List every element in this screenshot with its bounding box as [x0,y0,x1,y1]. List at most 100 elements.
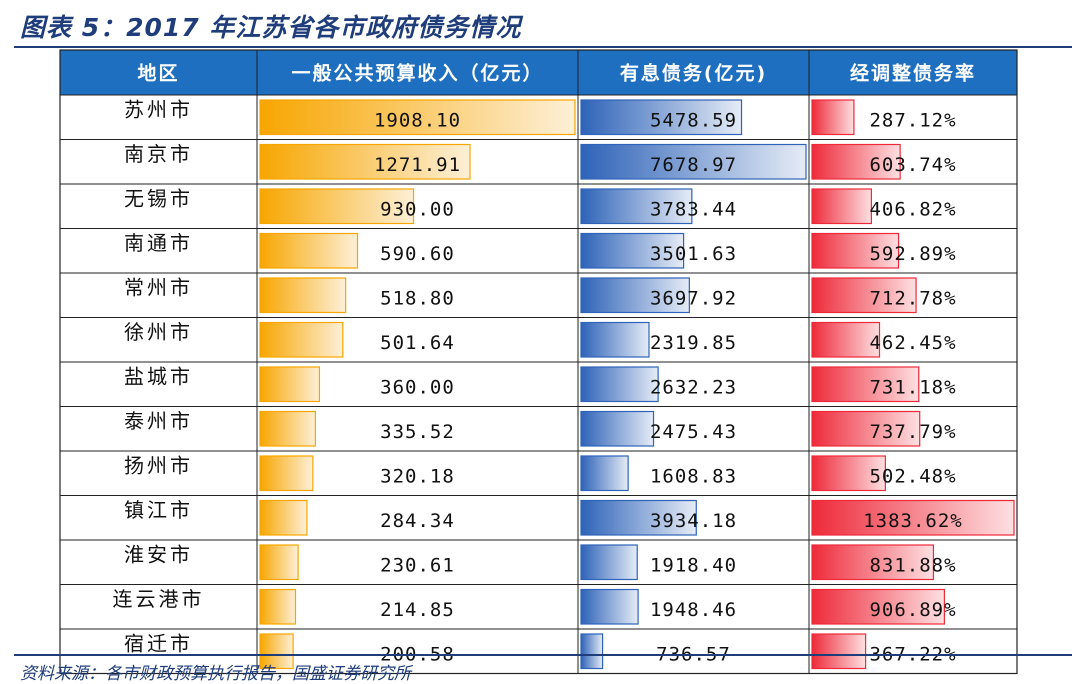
revenue-label: 284.34 [380,510,455,532]
region-name: 镇江市 [124,498,193,522]
ratio-label: 603.74% [869,154,956,176]
ratio-bar [811,410,921,447]
debt-label: 1918.40 [650,554,737,576]
revenue-label: 1908.10 [374,109,461,131]
ratio-label: 831.88% [869,554,956,576]
ratio-label: 731.18% [869,376,956,398]
revenue-bar [259,455,314,492]
debt-bar [580,232,685,269]
ratio-bar [811,366,920,403]
debt-bar [580,410,655,447]
revenue-bar [259,188,415,225]
figure-title: 图表 5：2017 年江苏省各市政府债务情况 [20,13,522,42]
revenue-bar [259,232,359,269]
revenue-bar [259,410,316,447]
ratio-bar [811,188,872,225]
revenue-label: 930.00 [380,198,455,220]
ratio-bar [811,455,886,492]
debt-label: 3697.92 [650,287,737,309]
region-name: 淮安市 [124,542,193,566]
debt-label: 3501.63 [650,243,737,265]
revenue-bar [259,499,308,536]
ratio-bar [811,143,901,180]
table-row: 苏州市 1908.10 5478.59 287.12% [124,97,956,136]
ratio-bar [811,633,867,670]
table-grid [59,49,1018,675]
table-header: 地区 一般公共预算收入（亿元） 有息债务(亿元) 经调整债务率 [60,50,1017,95]
debt-label: 1948.46 [650,599,737,621]
column-header: 经调整债务率 [850,62,976,85]
debt-label: 2632.23 [650,376,737,398]
revenue-bar [259,633,294,670]
ratio-label: 406.82% [869,198,956,220]
ratio-bar [811,321,881,358]
debt-label: 2319.85 [650,332,737,354]
debt-bar [580,99,743,136]
table-row: 南通市 590.60 3501.63 592.89% [124,231,956,269]
region-name: 连云港市 [113,587,205,611]
region-name: 泰州市 [124,409,193,433]
revenue-label: 320.18 [380,465,455,487]
revenue-label: 501.64 [380,332,455,354]
column-header: 一般公共预算收入（亿元） [291,62,543,85]
revenue-bar [259,321,344,358]
ratio-bar [811,544,935,581]
ratio-label: 737.79% [869,421,956,443]
ratio-label: 462.45% [869,332,956,354]
debt-bar [580,588,639,625]
region-name: 南京市 [124,142,193,166]
region-name: 南通市 [124,231,193,255]
debt-label: 1608.83 [650,465,737,487]
region-name: 常州市 [124,275,193,299]
table-body: 苏州市 1908.10 5478.59 287.12% 南京市 1271.91 7678.9… [113,97,1015,670]
revenue-label: 335.52 [380,421,455,443]
revenue-bar [259,143,471,180]
debt-bar [580,277,690,314]
revenue-label: 230.61 [380,554,455,576]
ratio-label: 712.78% [869,287,956,309]
table-row: 盐城市 360.00 2632.23 731.18% [124,364,956,403]
debt-bar [580,143,807,180]
revenue-bar [259,366,321,403]
revenue-label: 360.00 [380,376,455,398]
revenue-label: 214.85 [380,599,455,621]
source-note: 资料来源：各市财政预算执行报告，国盛证券研究所 [20,664,411,684]
debt-label: 3934.18 [650,510,737,532]
debt-label: 5478.59 [650,109,737,131]
revenue-bar [259,588,297,625]
region-name: 苏州市 [124,97,193,121]
ratio-label: 287.12% [869,109,956,131]
region-name: 扬州市 [124,453,193,477]
table-row: 常州市 518.80 3697.92 712.78% [124,275,956,314]
debt-label: 7678.97 [650,154,737,176]
region-name: 盐城市 [124,364,193,388]
debt-bar [580,321,650,358]
revenue-bar [259,544,299,581]
column-header: 地区 [137,62,179,85]
footer-rule [14,654,1072,656]
header-background [60,50,1017,95]
ratio-label: 502.48% [869,465,956,487]
table-row: 南京市 1271.91 7678.97 603.74% [124,142,956,180]
debt-label: 2475.43 [650,421,737,443]
debt-bar [580,499,697,536]
revenue-label: 518.80 [380,287,455,309]
debt-bar [580,188,693,225]
debt-label: 3783.44 [650,198,737,220]
ratio-bar [811,588,946,625]
table-row: 泰州市 335.52 2475.43 737.79% [124,409,956,447]
table-row: 扬州市 320.18 1608.83 502.48% [124,453,956,492]
region-name: 无锡市 [124,186,193,210]
revenue-bar [259,99,576,136]
ratio-label: 1383.62% [863,510,963,532]
ratio-label: 592.89% [869,243,956,265]
debt-bar [580,544,638,581]
table-row: 徐州市 501.64 2319.85 462.45% [124,320,956,358]
revenue-label: 590.60 [380,243,455,265]
debt-bar [580,633,604,670]
region-name: 徐州市 [124,320,193,344]
ratio-bar [811,232,900,269]
debt-bar [580,366,659,403]
region-name: 宿迁市 [124,631,193,655]
